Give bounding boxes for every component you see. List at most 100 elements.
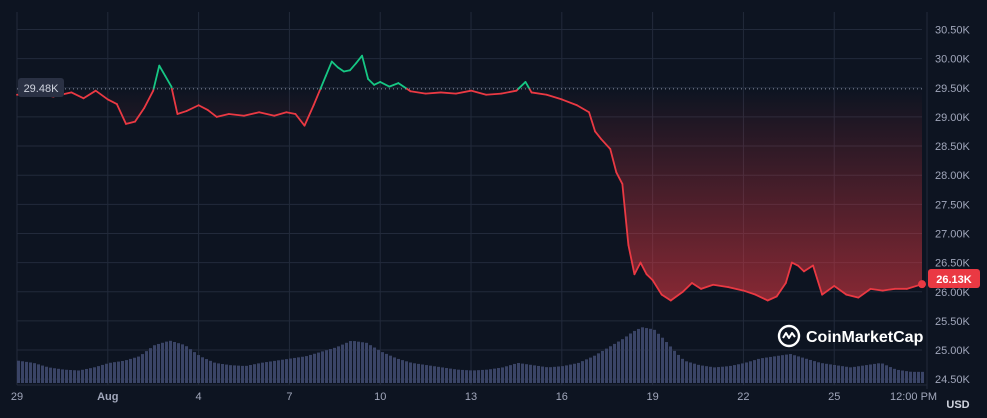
volume-bar — [317, 352, 320, 383]
y-tick-label: 25.50K — [935, 316, 971, 328]
volume-bar — [737, 364, 740, 383]
x-tick-label: 7 — [286, 391, 292, 403]
volume-bar — [357, 341, 360, 383]
volume-bar — [225, 364, 228, 383]
volume-bar — [605, 348, 608, 383]
volume-bar — [781, 355, 784, 383]
volume-bar — [29, 362, 32, 383]
volume-bar — [329, 349, 332, 383]
price-segment — [803, 264, 814, 273]
volume-bar — [857, 366, 860, 383]
price-segment — [243, 111, 261, 117]
volume-bar — [853, 366, 856, 383]
volume-bar — [641, 327, 644, 383]
volume-bar — [521, 363, 524, 383]
volume-bar — [757, 358, 760, 383]
volume-bar — [245, 365, 248, 383]
volume-bar — [817, 362, 820, 383]
volume-bar — [873, 363, 876, 383]
price-segment — [294, 113, 306, 127]
price-segment — [424, 91, 442, 95]
price-segment — [106, 98, 118, 105]
volume-bar — [133, 357, 136, 383]
volume-bar — [373, 347, 376, 383]
volume-bar — [45, 366, 48, 383]
volume-bar — [601, 350, 604, 383]
volume-bar — [433, 366, 436, 383]
volume-bar — [197, 355, 200, 383]
volume-bar — [397, 358, 400, 383]
volume-bar — [477, 370, 480, 383]
price-segment — [409, 90, 427, 95]
volume-bar — [609, 346, 612, 383]
x-tick-label: 4 — [196, 391, 202, 403]
price-segment — [227, 113, 245, 117]
volume-bar — [365, 342, 368, 383]
volume-bar — [661, 337, 664, 383]
price-segment — [115, 103, 127, 125]
price-segment — [500, 89, 518, 95]
volume-bar — [281, 359, 284, 383]
volume-bar — [537, 365, 540, 383]
current-price-label: 26.13K — [936, 274, 972, 286]
volume-bar — [541, 366, 544, 383]
volume-bar — [81, 369, 84, 383]
volume-bar — [217, 363, 220, 383]
price-segment — [361, 54, 370, 80]
volume-bar — [673, 350, 676, 383]
volume-bar — [233, 365, 236, 383]
price-segment — [790, 261, 799, 267]
price-segment — [621, 183, 630, 247]
volume-bar — [705, 366, 708, 383]
volume-bar — [53, 368, 56, 383]
volume-bar — [761, 358, 764, 383]
volume-bar — [129, 358, 132, 383]
price-segment — [273, 111, 288, 117]
volume-bar — [201, 357, 204, 383]
volume-bar — [885, 365, 888, 383]
volume-bar — [205, 359, 208, 383]
volume-bar — [709, 366, 712, 383]
volume-bar — [165, 341, 168, 383]
volume-bar — [381, 352, 384, 383]
x-tick-label: 13 — [465, 391, 477, 403]
volume-bar — [237, 365, 240, 383]
volume-bar — [589, 357, 592, 383]
price-segment — [545, 93, 563, 101]
volume-bar — [689, 362, 692, 383]
price-segment — [330, 60, 339, 69]
volume-bar — [681, 358, 684, 383]
volume-bar — [57, 368, 60, 383]
volume-bar — [913, 371, 916, 383]
volume-bar — [413, 363, 416, 383]
volume-bar — [789, 354, 792, 383]
y-tick-label: 29.00K — [935, 112, 971, 124]
volume-bar — [745, 362, 748, 383]
y-tick-label: 28.50K — [935, 141, 971, 153]
price-segment — [206, 109, 218, 118]
volume-bar — [41, 365, 44, 383]
volume-bar — [93, 367, 96, 383]
volume-bar — [377, 349, 380, 383]
price-segment — [215, 113, 230, 118]
volume-bar — [253, 364, 256, 383]
volume-bar — [121, 360, 124, 383]
volume-bar — [209, 360, 212, 383]
volume-bar — [105, 363, 108, 383]
volume-bar — [809, 359, 812, 383]
volume-bar — [109, 362, 112, 383]
volume-bar — [161, 342, 164, 383]
volume-bar — [333, 347, 336, 383]
volume-bar — [917, 371, 920, 383]
volume-bar — [485, 369, 488, 383]
volume-bar — [697, 364, 700, 383]
volume-bar — [685, 361, 688, 383]
volume-bar — [417, 363, 420, 383]
price-segment — [775, 282, 787, 298]
price-segment — [164, 75, 173, 88]
volume-bar — [845, 366, 848, 383]
volume-bar — [293, 357, 296, 383]
volume-bar — [265, 362, 268, 383]
